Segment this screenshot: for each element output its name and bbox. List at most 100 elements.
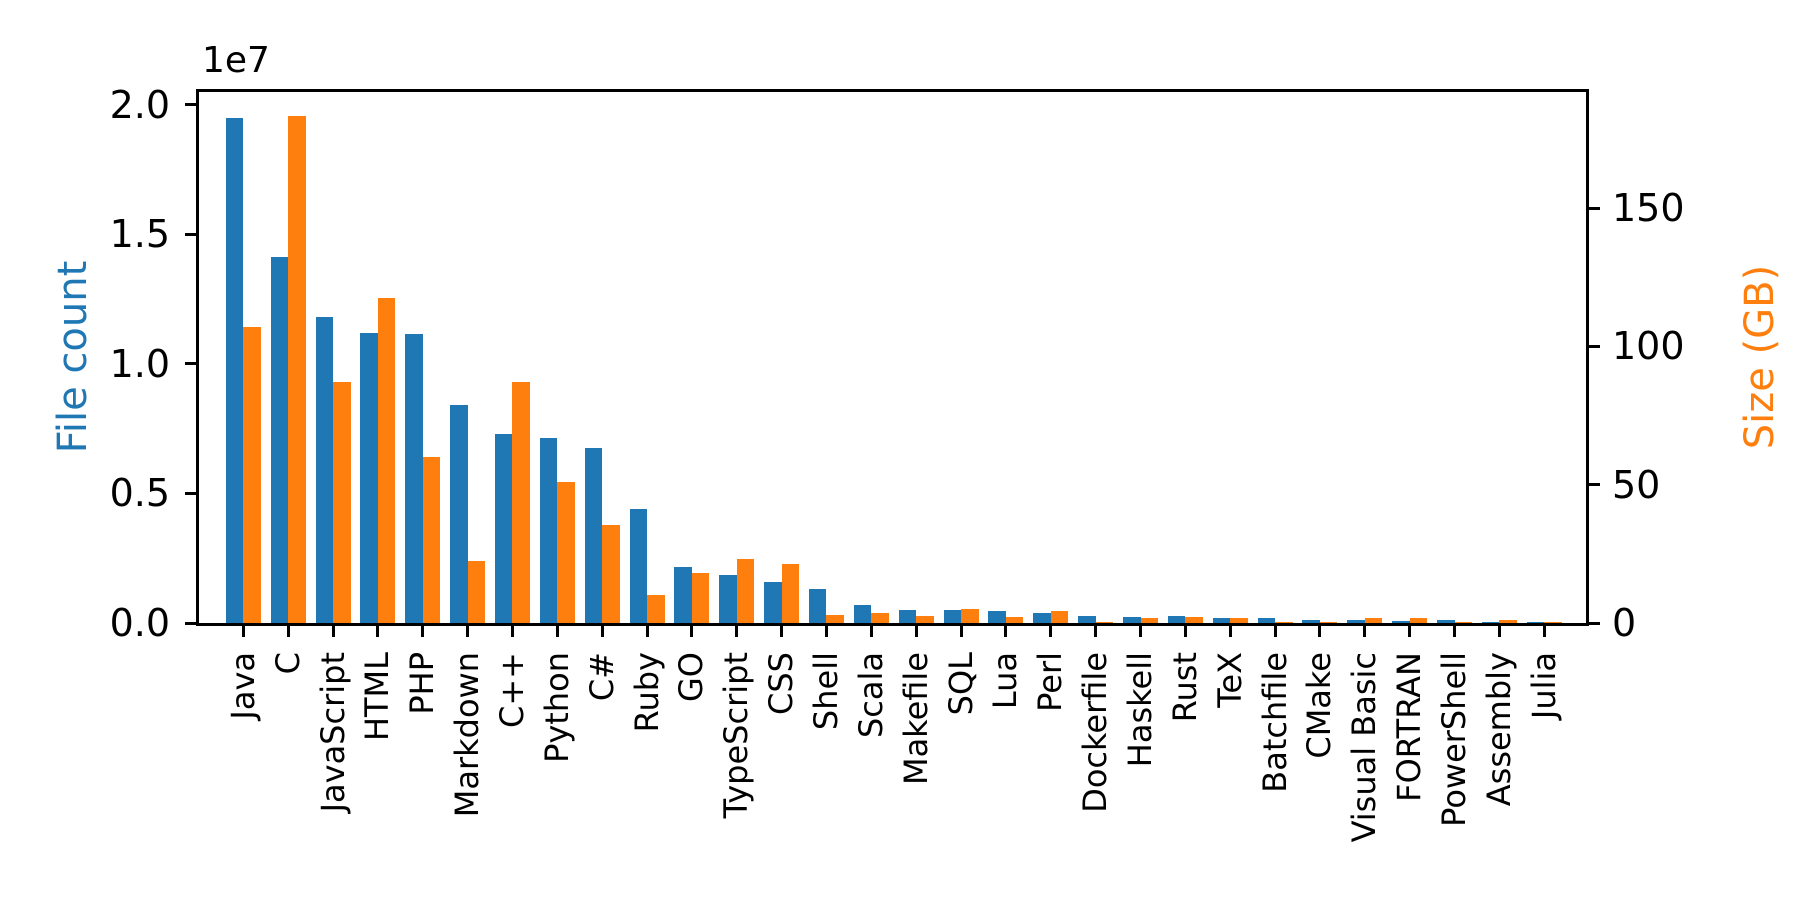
x-tick-mark [959,626,963,637]
bar-size-gb [961,609,979,623]
x-tick-mark [600,626,604,637]
bar-file-count [450,405,468,623]
x-tick-label: C++ [492,652,531,728]
bar-size-gb [243,327,261,623]
bar-size-gb [1544,622,1562,623]
x-tick-mark [1318,626,1322,637]
bar-file-count [674,567,692,623]
left-tick-mark [185,232,196,236]
bar-file-count [988,611,1006,623]
bar-file-count [808,589,827,623]
x-tick-mark [690,626,694,637]
bar-file-count [1302,619,1320,623]
x-tick-label: C [268,652,307,675]
bar-size-gb [557,482,575,623]
bar-size-gb [916,615,934,623]
bar-size-gb [1499,619,1517,623]
x-tick-label: JavaScript [313,652,352,813]
x-tick-mark [510,626,514,637]
x-tick-label: CMake [1300,652,1339,759]
x-tick-mark [824,626,828,637]
x-tick-mark [421,626,425,637]
x-tick-mark [645,626,649,637]
x-tick-mark [1273,626,1277,637]
bar-size-gb [1095,621,1114,623]
bar-file-count [1167,616,1186,623]
x-tick-mark [1363,626,1367,637]
x-tick-label: Lua [986,652,1025,710]
bar-size-gb [1050,611,1069,623]
x-tick-label: Ruby [627,652,666,733]
bar-file-count [1123,616,1141,623]
right-axis-title: Size (GB) [1737,264,1783,450]
bar-size-gb [871,613,889,623]
bar-size-gb [826,614,844,623]
x-tick-label: GO [672,652,711,702]
bar-size-gb [288,115,306,623]
bar-file-count [1347,619,1365,623]
bar-size-gb [691,573,710,623]
bar-file-count [360,332,378,623]
bar-size-gb [781,563,800,623]
bar-file-count [1526,622,1545,623]
bar-file-count [764,581,782,623]
bar-file-count [539,437,558,623]
bar-size-gb [1140,618,1158,623]
bar-size-gb [647,595,665,623]
x-tick-mark [780,626,784,637]
bar-file-count [270,256,289,623]
x-tick-mark [914,626,918,637]
x-tick-mark [1049,626,1053,637]
x-tick-mark [869,626,873,637]
bar-file-count [584,448,603,623]
bar-size-gb [1230,617,1248,623]
x-tick-label: Scala [851,652,890,739]
bar-file-count [315,317,334,623]
bar-size-gb [1319,621,1338,623]
right-tick-mark [1589,344,1600,348]
x-tick-label: HTML [358,652,397,742]
x-tick-mark [331,626,335,637]
y-tick-label-left: 0.0 [109,601,170,645]
x-tick-mark [555,626,559,637]
x-tick-mark [376,626,380,637]
x-tick-mark [241,626,245,637]
bar-file-count [629,509,648,623]
left-tick-mark [185,621,196,625]
x-tick-label: Makefile [896,652,935,786]
x-tick-mark [735,626,739,637]
x-tick-label: Haskell [1121,652,1159,768]
x-tick-label: Shell [806,652,845,731]
bar-size-gb [377,298,396,623]
x-tick-mark [286,626,290,637]
x-tick-label: Python [537,652,576,763]
bar-size-gb [1275,621,1293,623]
left-tick-mark [185,491,196,495]
x-tick-mark [1542,626,1546,637]
x-tick-mark [1139,626,1142,637]
bar-file-count [943,609,962,623]
x-tick-label: TeX [1210,652,1249,708]
y-tick-label-left: 2.0 [109,82,170,127]
x-tick-label: PHP [403,652,442,715]
x-tick-mark [1004,626,1008,637]
x-tick-label: Dockerfile [1076,652,1115,813]
x-tick-label: PowerShell [1435,652,1474,827]
bar-size-gb [1409,617,1428,623]
x-tick-mark [1183,626,1187,637]
x-tick-label: Markdown [448,652,487,818]
bar-file-count [1437,619,1455,623]
bar-file-count [1392,620,1410,623]
bar-size-gb [736,559,755,623]
bar-file-count [898,610,917,623]
y-tick-label-left: 0.5 [109,471,170,516]
right-tick-mark [1589,483,1600,487]
bar-size-gb [1185,616,1203,623]
bar-file-count [719,575,737,623]
x-tick-label: Perl [1031,652,1070,712]
bar-file-count [1078,615,1096,623]
bar-size-gb [1364,617,1383,623]
left-tick-mark [185,362,196,366]
right-tick-mark [1589,621,1600,625]
bar-size-gb [467,560,486,623]
